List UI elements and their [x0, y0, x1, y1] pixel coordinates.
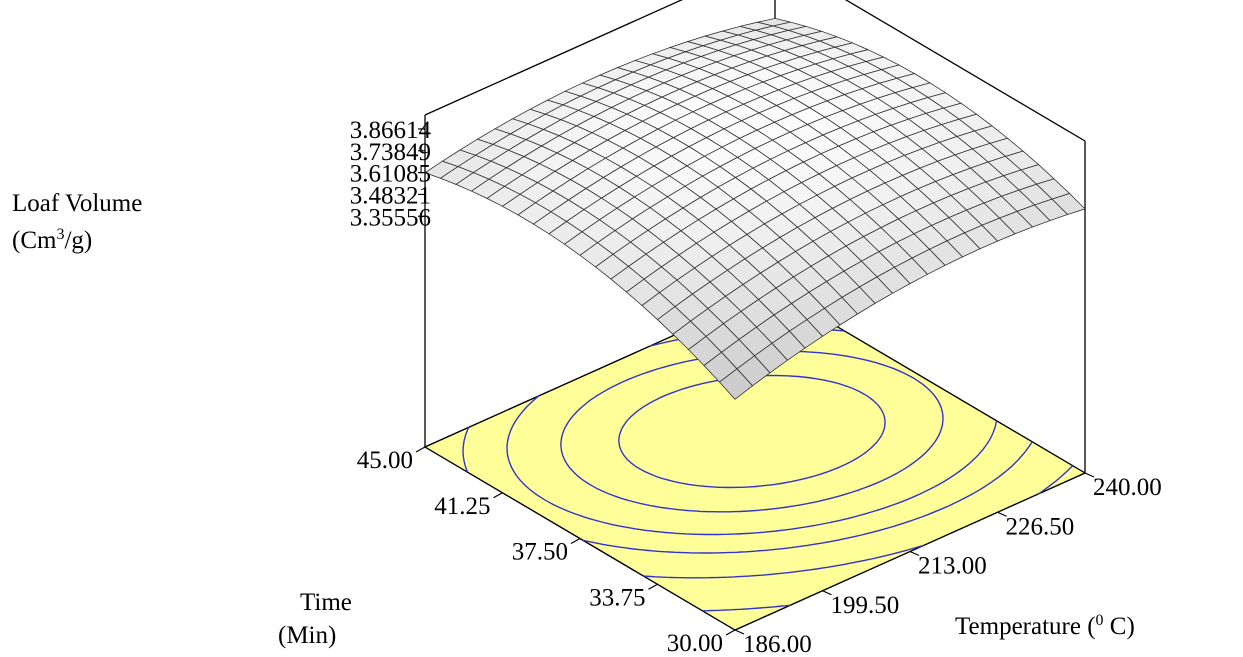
x-axis-label-sup: 0: [1096, 612, 1104, 629]
z-axis-label-end: /g): [64, 227, 92, 254]
z-axis-label-line1: Loaf Volume: [12, 190, 142, 217]
tick-labels: 186.00 199.50 213.00 226.50 240.00 30.00 33.75…: [350, 117, 1162, 657]
x-tick-label: 213.00: [918, 553, 987, 580]
z-axis-label-line2: (Cm3/g): [12, 226, 92, 254]
surface-cell: [718, 368, 754, 400]
z-axis-label-sup: 3: [56, 226, 64, 243]
x-axis-label-end: C): [1104, 613, 1135, 640]
tick-marks: [415, 128, 1095, 636]
y-tick: [725, 629, 736, 636]
y-tick: [570, 537, 581, 545]
y-axis-label-line1: Time: [300, 589, 352, 616]
x-tick-label: 240.00: [1093, 474, 1162, 501]
x-tick: [997, 511, 1007, 517]
x-tick-label: 226.50: [1006, 513, 1075, 540]
contour-line: [560, 350, 944, 513]
contour-line: [702, 604, 791, 612]
contour-line: [643, 465, 1074, 579]
y-tick-label: 45.00: [357, 447, 413, 474]
z-tick-label: 3.48321: [350, 182, 431, 209]
y-tick-label: 30.00: [667, 630, 723, 657]
x-tick: [734, 629, 745, 635]
x-tick: [822, 590, 832, 596]
y-tick-label: 33.75: [589, 584, 645, 611]
z-tick-label: 3.61085: [350, 161, 431, 188]
response-surface: [424, 17, 1086, 400]
z-tick-label: 3.35556: [350, 204, 431, 231]
y-tick: [415, 446, 426, 453]
y-axis-label-line2: (Min): [278, 622, 336, 649]
x-tick: [909, 550, 920, 557]
x-tick: [1084, 472, 1095, 478]
z-tick-label: 3.73849: [350, 139, 431, 166]
y-tick: [493, 492, 503, 499]
z-tick-label: 3.86614: [350, 117, 432, 144]
x-axis-label: Temperature (0 C): [955, 612, 1135, 640]
box-edge: [844, 0, 1086, 142]
y-tick-label: 41.25: [434, 493, 490, 520]
box-edge: [424, 0, 683, 116]
x-tick-label: 186.00: [743, 631, 812, 657]
x-tick-label: 199.50: [831, 592, 900, 619]
x-axis-label-base: Temperature (: [955, 613, 1096, 640]
z-axis-label-base: (Cm: [12, 227, 57, 254]
y-tick-label: 37.50: [512, 539, 568, 566]
y-tick: [648, 583, 658, 590]
